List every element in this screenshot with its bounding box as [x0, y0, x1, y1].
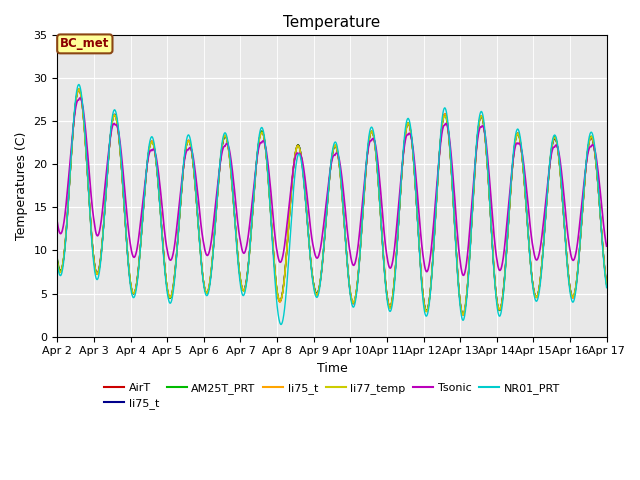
li77_temp: [360, 193, 368, 199]
Text: BC_met: BC_met: [60, 37, 109, 50]
li75_t: [460, 312, 467, 318]
li75_t: [603, 280, 611, 286]
li77_temp: [459, 311, 467, 317]
li77_temp: [207, 271, 214, 276]
AM25T_PRT: [207, 273, 214, 278]
li75_t: [54, 258, 61, 264]
AM25T_PRT: [603, 281, 611, 287]
li77_temp: [348, 299, 356, 305]
NR01_PRT: [54, 262, 61, 267]
AM25T_PRT: [360, 194, 368, 200]
X-axis label: Time: Time: [317, 362, 348, 375]
AirT: [54, 257, 61, 263]
AM25T_PRT: [348, 298, 356, 303]
NR01_PRT: [360, 189, 368, 194]
Legend: AirT, li75_t, AM25T_PRT, li75_t, li77_temp, Tsonic, NR01_PRT: AirT, li75_t, AM25T_PRT, li75_t, li77_te…: [100, 378, 564, 414]
li77_temp: [75, 86, 83, 92]
NR01_PRT: [492, 293, 500, 299]
AM25T_PRT: [75, 87, 83, 93]
li75_t: [54, 259, 61, 265]
Tsonic: [348, 260, 356, 265]
li75_t: [570, 293, 577, 299]
li77_temp: [570, 292, 577, 298]
Tsonic: [570, 257, 577, 263]
li75_t: [570, 294, 577, 300]
li75_t: [603, 281, 611, 287]
Tsonic: [54, 220, 61, 226]
li75_t: [555, 151, 563, 156]
AirT: [492, 289, 500, 295]
Tsonic: [492, 250, 500, 256]
NR01_PRT: [277, 322, 285, 327]
NR01_PRT: [75, 82, 83, 87]
li75_t: [459, 312, 467, 317]
li75_t: [492, 289, 500, 295]
AirT: [460, 312, 467, 318]
Title: Temperature: Temperature: [284, 15, 381, 30]
li75_t: [75, 87, 83, 93]
AirT: [348, 299, 356, 305]
li77_temp: [603, 282, 611, 288]
li77_temp: [492, 290, 500, 296]
NR01_PRT: [555, 149, 563, 155]
AirT: [360, 194, 368, 200]
li77_temp: [54, 260, 61, 265]
li75_t: [360, 193, 368, 199]
Tsonic: [207, 241, 214, 247]
NR01_PRT: [570, 298, 577, 304]
li75_t: [492, 289, 500, 295]
Line: Tsonic: Tsonic: [58, 98, 607, 276]
Line: AM25T_PRT: AM25T_PRT: [58, 90, 607, 315]
Line: li77_temp: li77_temp: [58, 89, 607, 314]
Tsonic: [76, 95, 84, 101]
li75_t: [360, 194, 368, 200]
li75_t: [555, 151, 563, 157]
AirT: [207, 273, 214, 278]
AM25T_PRT: [570, 293, 577, 299]
AirT: [603, 282, 611, 288]
AM25T_PRT: [555, 152, 563, 157]
Line: li75_t: li75_t: [58, 90, 607, 315]
NR01_PRT: [603, 285, 611, 290]
AirT: [75, 86, 83, 92]
Y-axis label: Temperatures (C): Temperatures (C): [15, 132, 28, 240]
AM25T_PRT: [54, 256, 61, 262]
li75_t: [348, 298, 356, 304]
AM25T_PRT: [492, 290, 500, 296]
Tsonic: [555, 148, 563, 154]
Line: NR01_PRT: NR01_PRT: [58, 84, 607, 324]
Tsonic: [460, 273, 467, 278]
li75_t: [207, 272, 214, 278]
li75_t: [75, 87, 83, 93]
Tsonic: [603, 243, 611, 249]
Line: li75_t: li75_t: [58, 90, 607, 314]
NR01_PRT: [207, 275, 214, 281]
li75_t: [348, 297, 356, 303]
li75_t: [207, 272, 214, 278]
AirT: [555, 152, 563, 157]
li77_temp: [555, 152, 563, 158]
NR01_PRT: [348, 302, 356, 308]
AirT: [570, 294, 577, 300]
Line: AirT: AirT: [58, 89, 607, 315]
AM25T_PRT: [460, 312, 467, 318]
Tsonic: [360, 184, 368, 190]
